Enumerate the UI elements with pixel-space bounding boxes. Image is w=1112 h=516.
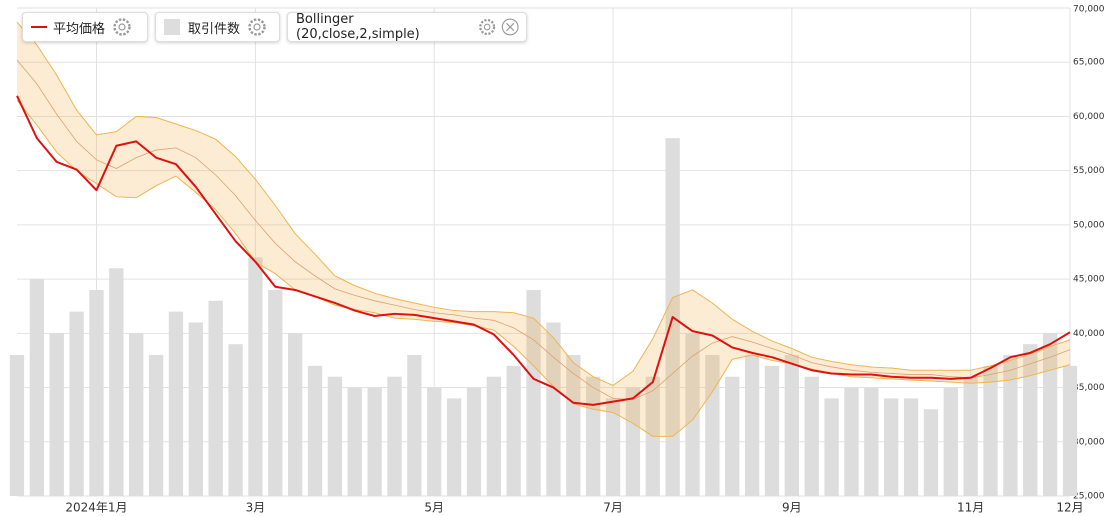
- volume-bar: [9, 355, 25, 496]
- x-tick-label: 9月: [782, 501, 802, 515]
- volume-bar: [466, 387, 482, 496]
- settings-icon[interactable]: [246, 16, 268, 38]
- legend-swatch: [164, 19, 180, 35]
- volume-bar: [764, 365, 780, 496]
- volume-bar: [784, 355, 800, 496]
- price-line: [16, 95, 1071, 406]
- volume-bar: [864, 387, 879, 496]
- volume-bar: [506, 365, 521, 496]
- y-tick-label: 30,000: [1073, 437, 1105, 447]
- volume-bar: [943, 387, 958, 496]
- close-icon[interactable]: [500, 16, 520, 38]
- volume-bar: [725, 376, 740, 496]
- volume-bar: [347, 387, 362, 496]
- volume-bar: [1042, 333, 1058, 496]
- volume-bar: [1003, 355, 1018, 496]
- volume-bar: [744, 355, 760, 496]
- bollinger-upper: [16, 21, 1071, 386]
- volume-bar: [367, 387, 382, 496]
- y-tick-label: 45,000: [1073, 275, 1105, 285]
- y-tick-label: 65,000: [1073, 58, 1105, 68]
- volume-bar: [526, 289, 541, 496]
- y-tick-label: 50,000: [1073, 220, 1105, 230]
- y-tick-label: 35,000: [1073, 383, 1105, 393]
- volume-bar: [69, 311, 84, 496]
- legend-label: 取引件数: [188, 21, 241, 37]
- volume-bar: [983, 365, 998, 496]
- legend-swatch: [31, 26, 47, 28]
- volume-bar: [546, 322, 561, 496]
- y-tick-label: 70,000: [1073, 5, 1105, 15]
- volume-bar: [287, 333, 303, 496]
- volume-bar: [109, 268, 124, 496]
- x-tick-label: 7月: [603, 501, 623, 515]
- volume-bar: [148, 355, 164, 496]
- volume-bar: [605, 398, 621, 496]
- volume-bar: [268, 289, 283, 496]
- legend-bollinger[interactable]: Bollinger (20,close,2,simple): [287, 12, 527, 42]
- volume-bar: [705, 355, 720, 496]
- volume-bar: [168, 311, 184, 496]
- volume-bar: [1023, 344, 1038, 496]
- volume-bar: [586, 376, 601, 496]
- volume-bar: [228, 344, 243, 496]
- volume-bar: [884, 398, 899, 496]
- x-tick-label: 12月: [1056, 501, 1083, 515]
- x-tick-label: 5月: [424, 501, 444, 515]
- settings-icon[interactable]: [111, 16, 133, 38]
- volume-bar: [188, 322, 203, 496]
- y-tick-label: 40,000: [1073, 329, 1105, 339]
- volume-bar: [29, 279, 45, 496]
- volume-bar: [1062, 365, 1078, 496]
- legend-price[interactable]: 平均価格: [22, 12, 148, 42]
- volume-bar: [844, 387, 859, 496]
- legend-label: 平均価格: [53, 21, 106, 37]
- volume-bar: [685, 333, 700, 496]
- volume-bar: [625, 387, 641, 496]
- volume-bar: [804, 376, 819, 496]
- volume-bar: [427, 387, 442, 496]
- volume-bar: [824, 398, 839, 496]
- legend-volume[interactable]: 取引件数: [155, 12, 280, 42]
- x-tick-label: 11月: [957, 501, 984, 515]
- volume-bar: [903, 398, 919, 496]
- y-tick-label: 55,000: [1073, 166, 1105, 176]
- volume-bar: [387, 376, 402, 496]
- legend-label: Bollinger (20,close,2,simple): [296, 12, 420, 42]
- volume-bar: [307, 365, 323, 496]
- y-tick-label: 60,000: [1073, 112, 1105, 122]
- bollinger-band-area: [17, 22, 1070, 437]
- bollinger-middle: [16, 59, 1071, 400]
- volume-bar: [963, 376, 978, 496]
- settings-icon[interactable]: [477, 16, 497, 38]
- volume-bar: [566, 355, 581, 496]
- volume-bar: [129, 333, 144, 496]
- x-tick-label: 3月: [246, 501, 266, 515]
- volume-bar: [89, 289, 104, 496]
- x-tick-label: 2024年1月: [65, 501, 127, 515]
- y-tick-label: 25,000: [1073, 492, 1105, 502]
- volume-bar: [923, 409, 939, 496]
- volume-bar: [49, 333, 64, 496]
- volume-bar: [407, 355, 422, 496]
- volume-bar: [248, 257, 263, 496]
- volume-bar: [486, 376, 501, 496]
- volume-bar: [446, 398, 462, 496]
- volume-bar: [327, 376, 343, 496]
- bollinger-lower: [16, 99, 1071, 437]
- volume-bar: [208, 300, 223, 496]
